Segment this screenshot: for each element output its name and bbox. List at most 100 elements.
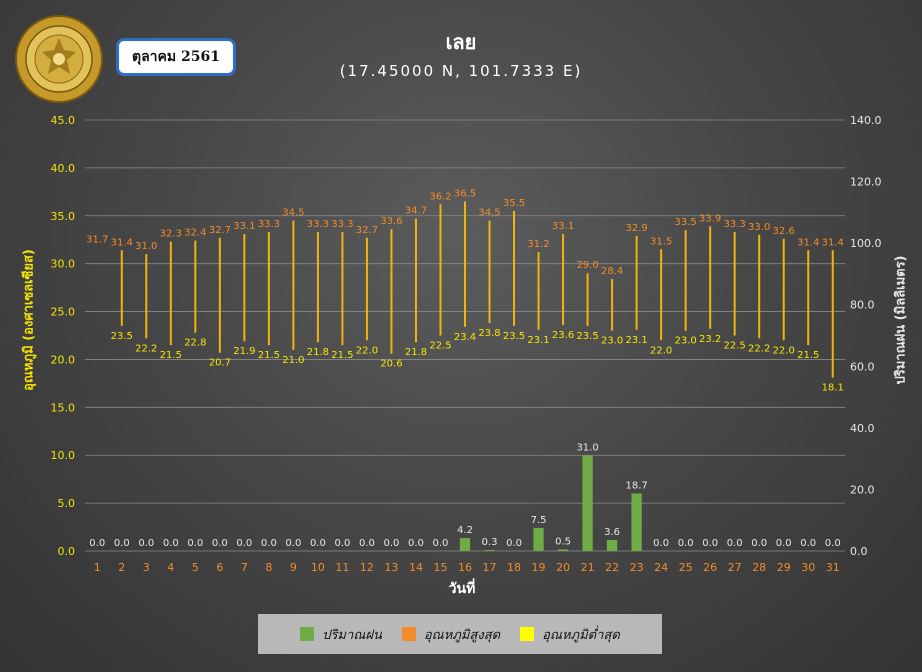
right-tick-label: 40.0 <box>850 422 875 435</box>
max-temp-label: 31.4 <box>797 237 819 248</box>
month-label-box: ตุลาคม 2561 <box>116 38 236 76</box>
rain-bar <box>533 527 544 551</box>
legend-label-rain: ปริมาณฝน <box>322 627 382 643</box>
min-temp-label: 21.5 <box>331 350 353 361</box>
x-tick-label: 12 <box>360 561 374 574</box>
left-tick-label: 30.0 <box>51 258 76 271</box>
rain-value-label: 0.5 <box>555 536 571 547</box>
rain-value-label: 0.0 <box>114 538 130 549</box>
legend-item-rain: ปริมาณฝน <box>300 624 382 645</box>
rain-value-label: 0.0 <box>285 538 301 549</box>
max-temp-label: 32.7 <box>209 225 231 236</box>
max-temp-label: 36.5 <box>454 188 476 199</box>
rain-value-label: 0.0 <box>408 538 424 549</box>
min-temp-label: 20.7 <box>209 358 231 369</box>
min-temp-label: 23.5 <box>503 331 525 342</box>
x-tick-label: 21 <box>581 561 595 574</box>
rain-bar <box>484 550 495 551</box>
x-tick-label: 4 <box>167 561 174 574</box>
min-temp-label: 21.8 <box>405 347 427 358</box>
x-tick-label: 7 <box>241 561 248 574</box>
min-temp-label: 23.8 <box>478 328 500 339</box>
min-temp-label: 21.0 <box>282 355 304 366</box>
rain-value-label: 0.0 <box>776 538 792 549</box>
x-tick-label: 26 <box>703 561 717 574</box>
rain-value-label: 0.0 <box>212 538 228 549</box>
max-temp-label: 29.0 <box>576 260 598 271</box>
right-tick-label: 120.0 <box>850 176 882 189</box>
max-temp-label: 28.4 <box>601 266 623 277</box>
min-temp-label: 21.5 <box>160 350 182 361</box>
rain-value-label: 0.0 <box>383 538 399 549</box>
min-temp-label: 23.1 <box>625 335 647 346</box>
left-tick-label: 40.0 <box>51 162 76 175</box>
min-temp-label: 21.5 <box>797 350 819 361</box>
left-tick-label: 5.0 <box>58 497 76 510</box>
max-temp-label: 33.1 <box>552 221 574 232</box>
x-tick-label: 28 <box>752 561 766 574</box>
rain-value-label: 0.0 <box>359 538 375 549</box>
rain-value-label: 0.0 <box>89 538 105 549</box>
min-temp-label: 23.0 <box>601 336 623 347</box>
meteorological-department-logo <box>15 15 103 103</box>
x-tick-label: 17 <box>483 561 497 574</box>
rain-value-label: 0.0 <box>506 538 522 549</box>
legend-label-max-temp: อุณหภูมิสูงสุด <box>423 627 501 643</box>
right-tick-label: 100.0 <box>850 237 882 250</box>
min-temp-label: 21.5 <box>258 350 280 361</box>
left-tick-label: 10.0 <box>51 449 76 462</box>
min-temp-label: 22.8 <box>184 338 206 349</box>
legend-swatch-min-temp <box>520 627 535 641</box>
legend-swatch-max-temp <box>401 627 416 641</box>
max-temp-label: 32.9 <box>625 223 647 234</box>
min-temp-label: 21.9 <box>233 346 255 357</box>
rain-value-label: 0.0 <box>800 538 816 549</box>
max-temp-label: 34.5 <box>478 208 500 219</box>
x-tick-label: 6 <box>216 561 223 574</box>
max-temp-label: 34.5 <box>282 208 304 219</box>
x-tick-label: 19 <box>532 561 546 574</box>
min-temp-label: 23.5 <box>576 331 598 342</box>
min-temp-label: 23.0 <box>675 336 697 347</box>
rain-value-label: 7.5 <box>531 515 547 526</box>
max-temp-label: 31.4 <box>111 237 133 248</box>
left-tick-label: 15.0 <box>51 401 76 414</box>
x-axis-label: วันที่ <box>448 581 476 597</box>
max-temp-label: 32.7 <box>356 225 378 236</box>
max-temp-label: 33.1 <box>233 221 255 232</box>
rain-bar <box>582 455 593 551</box>
max-temp-label: 33.5 <box>675 217 697 228</box>
rain-value-label: 0.0 <box>334 538 350 549</box>
min-temp-label: 22.5 <box>724 341 746 352</box>
left-tick-label: 0.0 <box>58 545 76 558</box>
min-temp-label: 23.2 <box>699 334 721 345</box>
max-temp-label: 31.4 <box>822 237 844 248</box>
x-tick-label: 5 <box>192 561 199 574</box>
max-temp-label: 32.4 <box>184 228 206 239</box>
rain-value-label: 0.3 <box>482 537 498 548</box>
rain-value-label: 31.0 <box>576 443 598 454</box>
chart-title: เลย <box>445 30 477 54</box>
max-temp-label: 34.7 <box>405 206 427 217</box>
max-temp-label: 32.6 <box>773 226 795 237</box>
min-temp-label: 18.1 <box>822 383 844 394</box>
min-temp-label: 21.8 <box>307 347 329 358</box>
rain-value-label: 0.0 <box>702 538 718 549</box>
x-tick-label: 11 <box>335 561 349 574</box>
max-temp-label: 33.3 <box>724 219 746 230</box>
x-tick-label: 18 <box>507 561 521 574</box>
legend-label-min-temp: อุณหภูมิต่ำสุด <box>542 627 620 643</box>
x-tick-label: 13 <box>384 561 398 574</box>
left-tick-label: 20.0 <box>51 353 76 366</box>
x-tick-label: 10 <box>311 561 325 574</box>
rain-value-label: 0.0 <box>727 538 743 549</box>
rain-value-label: 0.0 <box>678 538 694 549</box>
right-tick-label: 0.0 <box>850 545 868 558</box>
max-temp-label: 33.6 <box>380 216 402 227</box>
min-temp-label: 23.5 <box>111 331 133 342</box>
min-temp-label: 22.0 <box>650 345 672 356</box>
rain-value-label: 0.0 <box>433 538 449 549</box>
x-tick-label: 3 <box>143 561 150 574</box>
max-temp-label: 33.3 <box>307 219 329 230</box>
right-tick-label: 140.0 <box>850 114 882 127</box>
